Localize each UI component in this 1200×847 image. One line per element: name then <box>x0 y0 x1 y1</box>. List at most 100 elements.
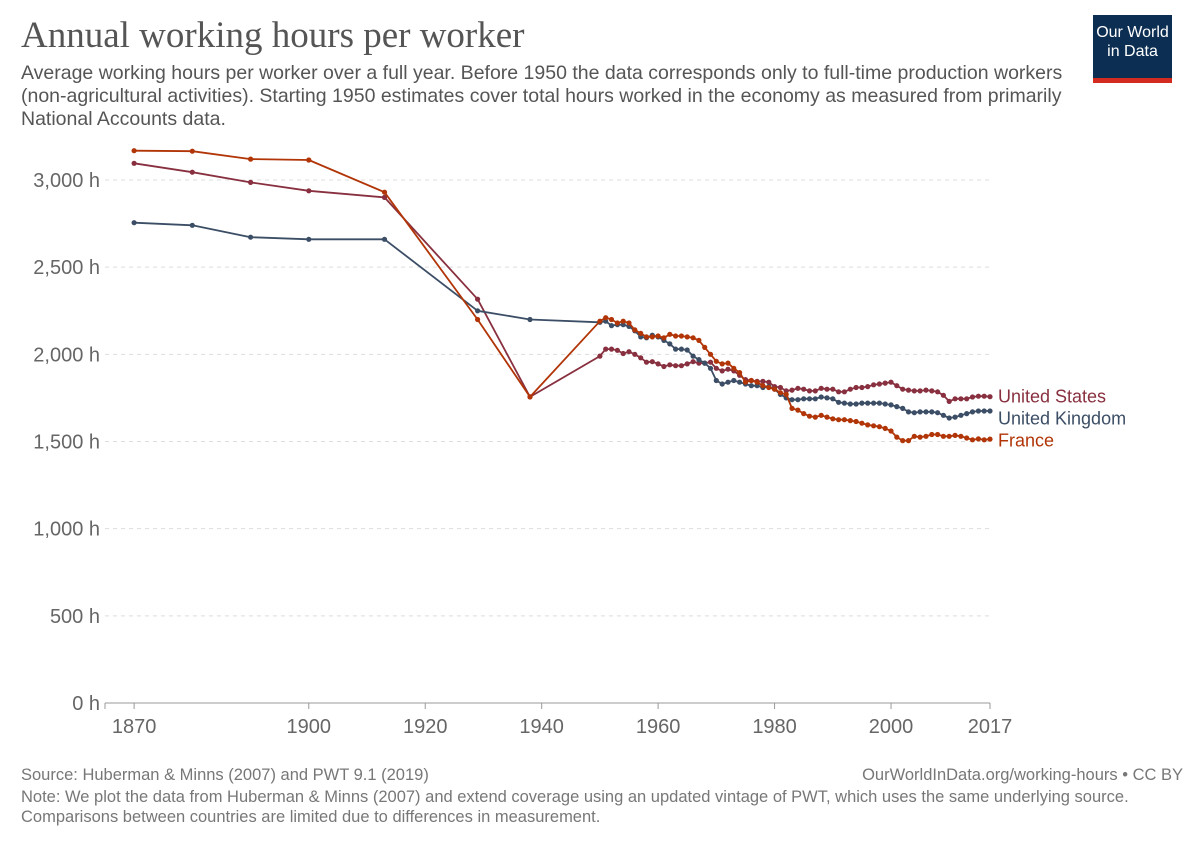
data-point-france <box>847 418 853 424</box>
data-point-united-states <box>655 361 661 367</box>
data-point-united-states <box>818 385 824 391</box>
x-tick-label: 1980 <box>752 716 797 738</box>
chart-title: Annual working hours per worker <box>21 15 525 56</box>
data-point-united-states <box>876 381 883 387</box>
data-point-france <box>248 156 254 162</box>
data-point-united-kingdom <box>865 400 871 406</box>
license-link[interactable]: OurWorldInData.org/working-hours • CC BY <box>862 766 1183 784</box>
data-point-united-states <box>643 359 650 365</box>
data-point-france <box>841 417 848 423</box>
data-point-france <box>871 423 877 429</box>
data-point-united-kingdom <box>911 410 917 416</box>
data-point-france <box>789 405 795 411</box>
data-point-united-states <box>865 384 871 390</box>
data-point-france <box>801 411 807 417</box>
data-point-united-kingdom <box>381 236 388 242</box>
data-point-united-kingdom <box>841 400 848 406</box>
data-point-united-kingdom <box>812 396 818 402</box>
owid-logo[interactable]: Our World in Data <box>1093 15 1172 83</box>
data-point-united-kingdom <box>707 365 714 371</box>
data-point-united-states <box>853 384 859 391</box>
y-tick-label: 1,000 h <box>33 519 100 541</box>
data-point-united-states <box>824 386 830 392</box>
data-point-united-states <box>975 393 982 399</box>
data-point-united-kingdom <box>929 409 935 415</box>
data-point-united-states <box>707 359 714 365</box>
data-point-france <box>189 148 195 154</box>
data-point-united-states <box>859 384 865 391</box>
data-point-france <box>614 320 621 326</box>
data-point-france <box>725 360 731 366</box>
data-point-united-kingdom <box>673 346 679 352</box>
data-point-france <box>946 433 952 439</box>
logo-line-2: in Data <box>1107 43 1158 60</box>
data-point-united-states <box>929 388 935 394</box>
data-point-united-kingdom <box>830 396 836 402</box>
series-lines <box>131 148 993 444</box>
data-point-united-states <box>871 382 877 388</box>
data-point-united-states <box>189 169 195 175</box>
data-point-france <box>603 315 609 321</box>
data-point-united-kingdom <box>923 409 929 415</box>
data-point-united-kingdom <box>719 381 725 387</box>
data-point-united-kingdom <box>946 415 952 421</box>
data-point-united-kingdom <box>871 400 877 406</box>
data-point-france <box>952 432 958 438</box>
data-point-united-states <box>964 396 970 402</box>
data-point-united-states <box>981 393 987 399</box>
chart-subtitle: Average working hours per worker over a … <box>21 62 1063 130</box>
data-point-united-kingdom <box>725 379 731 385</box>
data-point-france <box>859 420 865 426</box>
x-tick-label: 2017 <box>968 716 1013 738</box>
data-point-france <box>643 334 650 340</box>
data-point-france <box>929 431 935 438</box>
data-point-united-states <box>614 347 621 353</box>
data-point-france <box>754 379 760 385</box>
data-point-united-states <box>795 385 801 391</box>
data-point-france <box>777 390 784 396</box>
data-point-france <box>608 316 615 323</box>
data-point-france <box>673 333 679 339</box>
series-line-united-states <box>133 162 991 403</box>
data-point-france <box>760 383 766 389</box>
data-point-france <box>713 358 719 364</box>
data-point-france <box>306 157 312 163</box>
data-point-united-kingdom <box>824 395 830 401</box>
data-point-united-kingdom <box>475 308 481 314</box>
data-point-france <box>905 438 912 444</box>
data-point-united-states <box>381 194 388 200</box>
data-point-united-states <box>836 389 842 395</box>
data-point-france <box>475 316 481 323</box>
data-point-united-kingdom <box>748 383 754 389</box>
data-point-united-kingdom <box>853 401 859 407</box>
y-tick-label: 2,500 h <box>33 257 100 279</box>
y-tick-label: 500 h <box>50 606 100 628</box>
data-point-united-kingdom <box>789 397 795 403</box>
data-point-france <box>661 335 667 341</box>
data-point-united-states <box>766 379 772 385</box>
data-point-united-kingdom <box>678 346 685 352</box>
data-point-france <box>667 331 673 337</box>
data-point-united-states <box>888 379 894 385</box>
data-point-united-kingdom <box>940 412 947 418</box>
data-point-united-states <box>608 346 615 352</box>
data-point-france <box>865 422 871 428</box>
series-label-france: France <box>998 431 1054 451</box>
data-point-france <box>731 365 737 371</box>
footnote: Note: We plot the data from Huberman & M… <box>21 788 1129 826</box>
data-point-united-states <box>719 368 725 374</box>
data-point-france <box>935 431 941 438</box>
data-point-united-states <box>684 361 690 367</box>
data-point-united-kingdom <box>806 396 813 402</box>
data-point-france <box>958 433 964 439</box>
data-point-france <box>917 434 923 440</box>
data-point-united-kingdom <box>859 400 865 406</box>
data-point-united-kingdom <box>306 236 312 242</box>
data-point-united-states <box>841 389 848 395</box>
x-tick-label: 1960 <box>636 716 681 738</box>
data-point-france <box>684 334 690 340</box>
series-label-united-kingdom: United Kingdom <box>998 409 1126 429</box>
data-point-france <box>638 330 644 336</box>
axes: 0 h 500 h 1,000 h 1,500 h 2,000 h 2,500 h 3,00… <box>33 170 1012 738</box>
data-point-united-kingdom <box>795 397 801 403</box>
